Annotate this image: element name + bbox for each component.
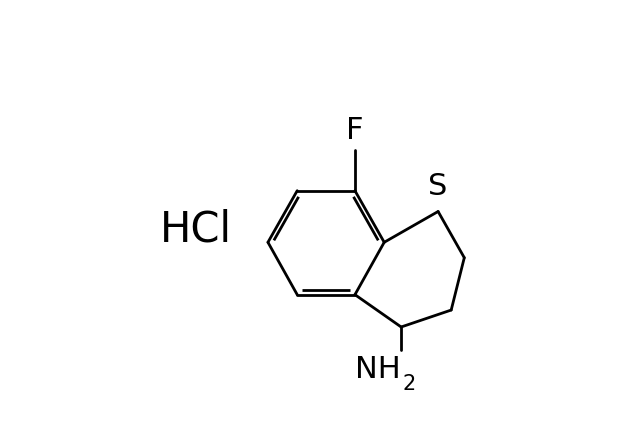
Text: 2: 2 bbox=[403, 374, 416, 394]
Text: S: S bbox=[428, 173, 448, 201]
Text: HCl: HCl bbox=[159, 208, 232, 250]
Text: NH: NH bbox=[355, 355, 401, 384]
Text: F: F bbox=[346, 116, 364, 145]
